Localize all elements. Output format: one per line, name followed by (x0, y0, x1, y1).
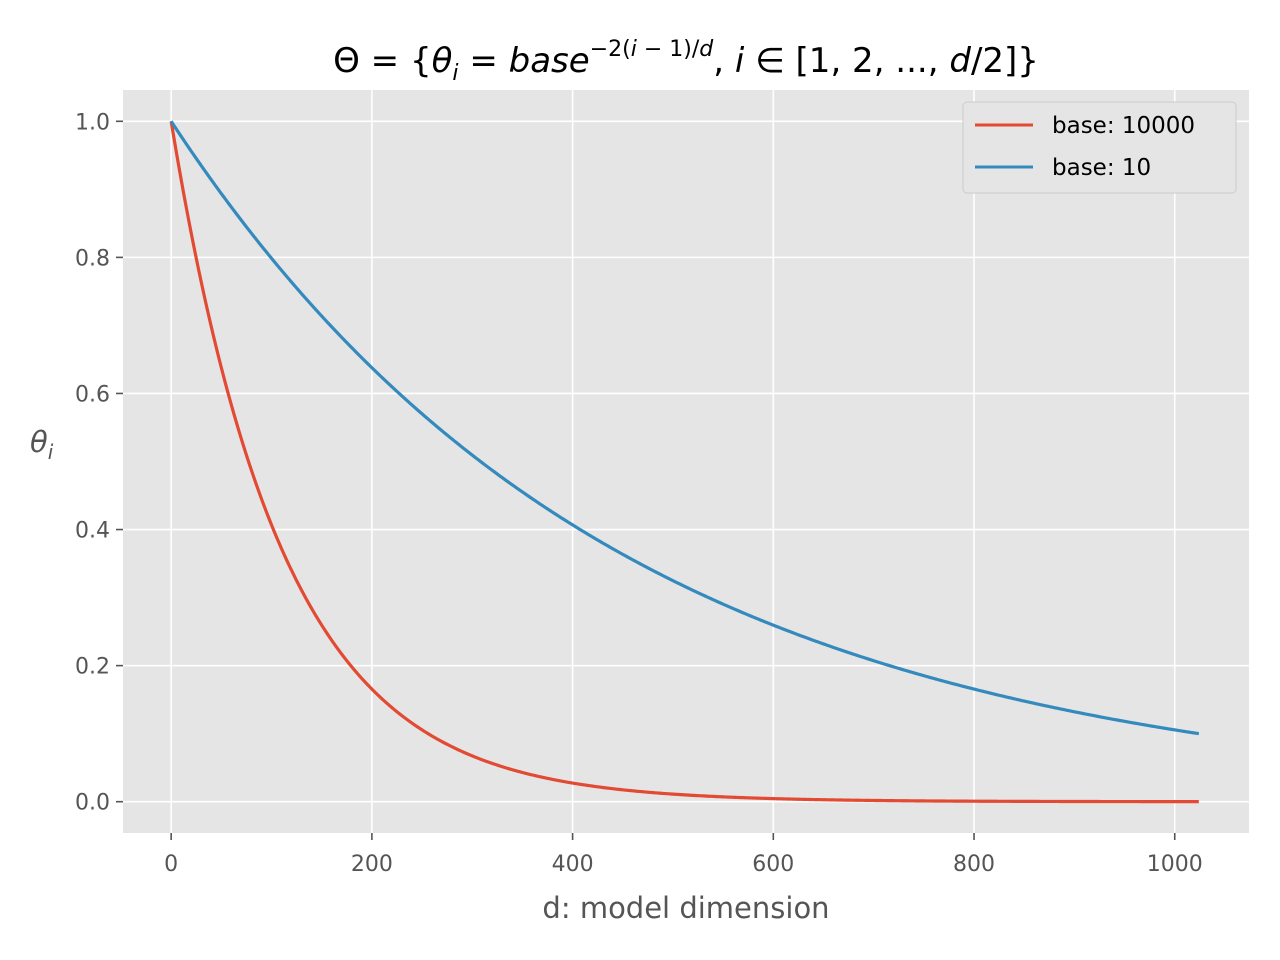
x-tick-label: 200 (351, 852, 393, 877)
y-tick-label: 1.0 (75, 110, 110, 135)
plot-background (123, 90, 1249, 833)
y-tick-label: 0.2 (75, 655, 110, 680)
x-tick-label: 400 (552, 852, 594, 877)
chart-title: Θ = {θi = base−2(i − 1)/d, i ∈ [1, 2, ..… (333, 37, 1039, 86)
series-line-base-10000 (169, 121, 1199, 804)
y-tick-label: 0.8 (75, 246, 110, 271)
y-tick-label: 0.4 (75, 519, 110, 544)
series-lines (169, 120, 1200, 804)
grid (123, 90, 1249, 833)
x-tick-label: 800 (953, 852, 995, 877)
ticks: 0 200 400 600 800 1000 0.0 0.2 0.4 0.6 0.8 1.0 (75, 110, 1203, 877)
legend-label-base-10: base: 10 (1052, 155, 1151, 181)
y-tick-label: 0.6 (75, 382, 110, 407)
x-axis-label: d: model dimension (542, 891, 829, 925)
x-tick-label: 600 (752, 852, 794, 877)
legend: base: 10000 base: 10 (962, 101, 1237, 194)
y-tick-label: 0.0 (75, 791, 110, 816)
series-line-base-10 (169, 120, 1200, 736)
legend-label-base-10000: base: 10000 (1052, 113, 1195, 139)
y-axis-label: θi (30, 425, 54, 464)
x-tick-label: 0 (164, 852, 178, 877)
x-tick-label: 1000 (1147, 852, 1203, 877)
